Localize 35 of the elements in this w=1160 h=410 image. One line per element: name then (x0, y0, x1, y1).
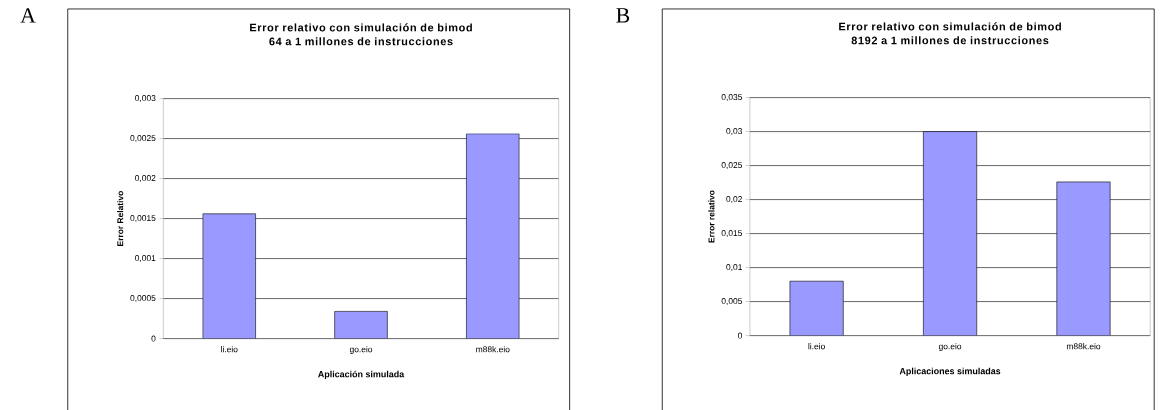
y-tick-label: 0,015 (721, 229, 743, 237)
chart-title: Error relativo con simulación de bimod 8192 a 1 millones de instrucciones (839, 22, 1061, 45)
chart-title: Error relativo con simulación de bimod 64 a 1 millones de instrucciones (250, 23, 472, 46)
y-tick-label: 0,0015 (130, 214, 156, 222)
x-tick-label: m88k.eio (476, 345, 510, 353)
x-axis-title: Aplicación simulada (318, 370, 405, 379)
y-axis-title: Error Relativo (117, 190, 124, 246)
text: A (20, 8, 36, 23)
y-tick-label: 0,03 (726, 127, 743, 135)
bar (789, 280, 844, 336)
y-tick-label: 0,02 (726, 195, 742, 203)
y-tick-label: 0 (738, 332, 743, 339)
y-tick-label: 0,01 (726, 263, 742, 271)
y-tick-label: 0,0005 (130, 294, 156, 302)
x-tick-label: go.eio (349, 345, 373, 354)
x-tick-label: li.eio (221, 345, 238, 353)
x-tick-label: go.eio (938, 342, 962, 351)
y-tick-label: 0,005 (721, 297, 743, 305)
x-tick-label: m88k.eio (1066, 342, 1101, 350)
y-tick-label: 0,001 (135, 254, 156, 262)
bar (923, 131, 978, 336)
text: B (616, 8, 630, 23)
y-tick-label: 0,0025 (130, 134, 156, 142)
y-tick-label: 0,003 (135, 94, 156, 102)
y-tick-label: 0,002 (135, 174, 156, 182)
bar (334, 310, 388, 339)
y-tick-label: 0,035 (721, 93, 743, 101)
y-tick-label: 0 (151, 335, 156, 342)
bar (1056, 181, 1111, 336)
y-axis-title: Error relativo (708, 190, 715, 243)
x-tick-label: li.eio (808, 342, 825, 350)
bar (466, 133, 520, 339)
y-tick-label: 0,025 (721, 161, 743, 169)
x-axis-title: Aplicaciones simuladas (899, 367, 1001, 376)
bar (202, 213, 256, 339)
